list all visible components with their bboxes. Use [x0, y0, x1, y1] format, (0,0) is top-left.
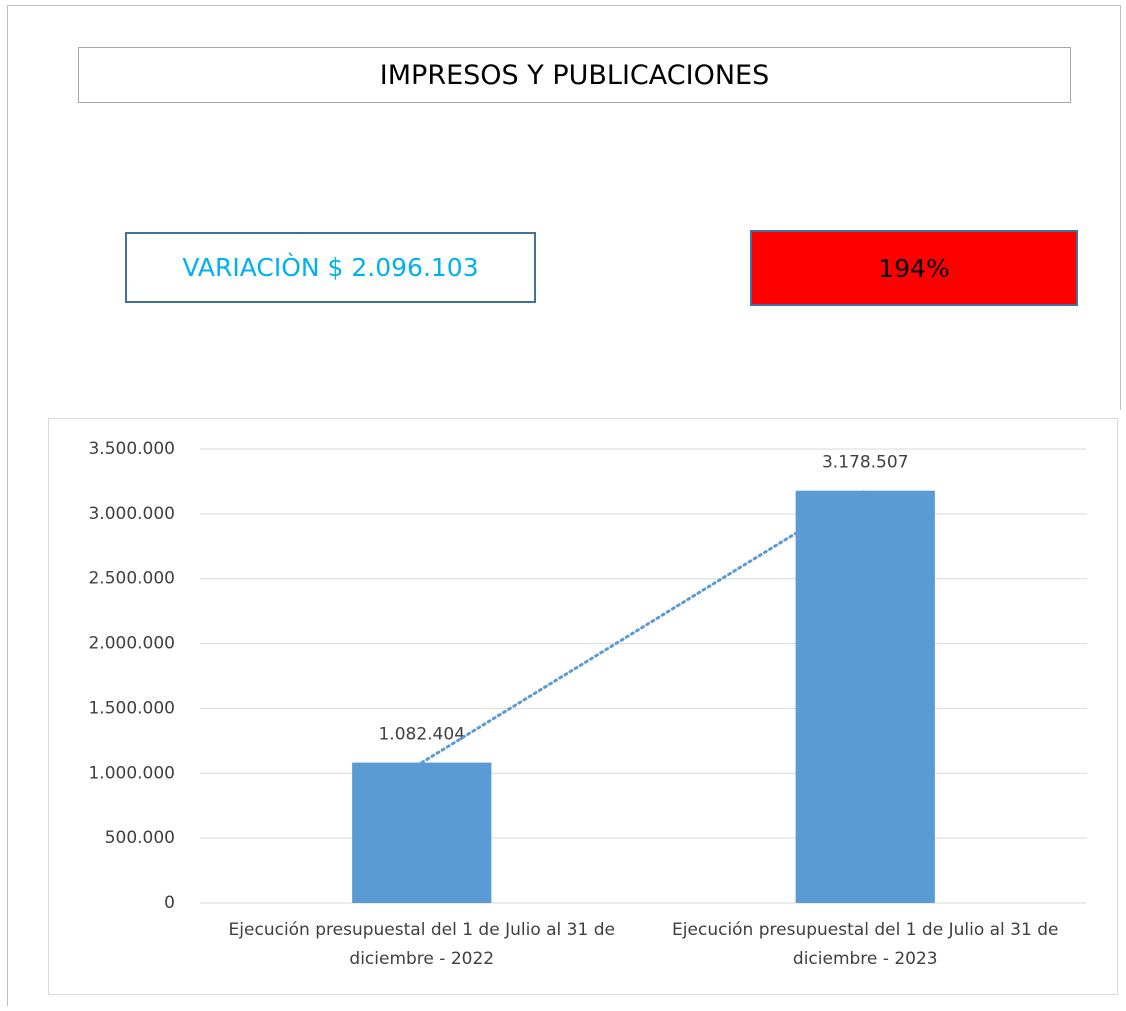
bar	[795, 490, 935, 903]
title: IMPRESOS Y PUBLICACIONES	[379, 59, 770, 91]
y-tick-label: 1.500.000	[88, 698, 175, 718]
trendline	[420, 489, 867, 765]
y-tick-label: 500.000	[105, 828, 175, 848]
y-tick-label: 0	[164, 893, 175, 913]
y-tick-label: 1.000.000	[88, 763, 175, 783]
y-tick-label: 2.500.000	[88, 569, 175, 589]
y-tick-label: 3.000.000	[88, 504, 175, 524]
percent: 194%	[878, 253, 950, 283]
x-tick-label: Ejecución presupuestal del 1 de Julio al…	[672, 920, 1059, 969]
x-tick-label: Ejecución presupuestal del 1 de Julio al…	[228, 920, 615, 969]
y-tick-label: 2.000.000	[88, 634, 175, 654]
frame-right	[1120, 5, 1121, 410]
y-tick-label: 3.500.000	[88, 439, 175, 459]
data-label: 3.178.507	[822, 453, 909, 473]
percent-box: 194%	[750, 230, 1078, 306]
title-box: IMPRESOS Y PUBLICACIONES	[78, 47, 1071, 103]
variation: VARIACIÒN $ 2.096.103	[182, 253, 479, 282]
data-label: 1.082.404	[378, 725, 465, 745]
variation-box: VARIACIÒN $ 2.096.103	[125, 232, 536, 303]
chart-frame	[48, 418, 1118, 995]
bar	[352, 762, 492, 903]
frame	[7, 5, 1121, 1006]
